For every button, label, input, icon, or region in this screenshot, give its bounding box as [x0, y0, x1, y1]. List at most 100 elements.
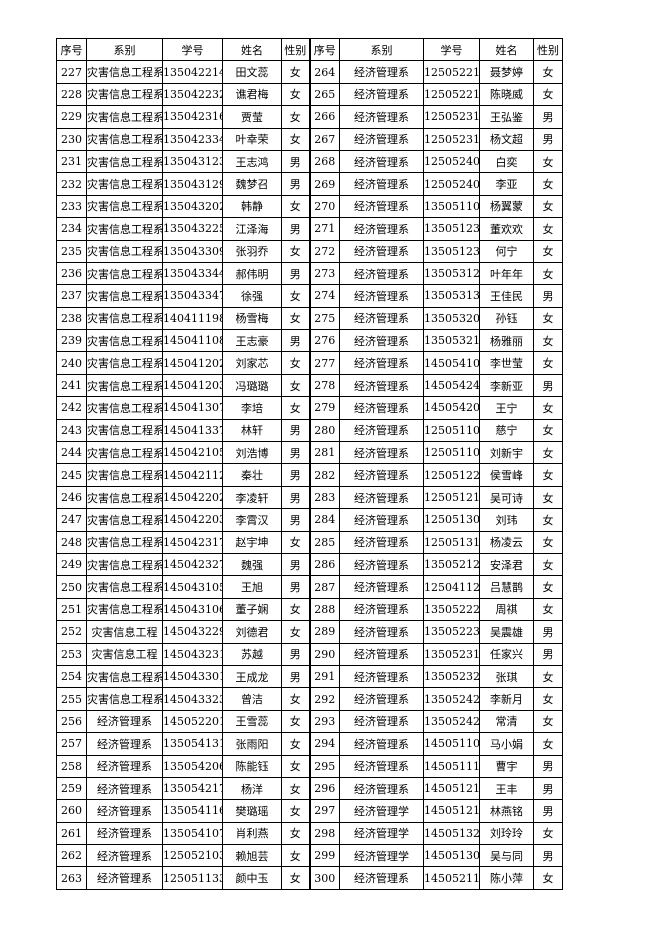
table-cell: 灾害信息工程: [86, 620, 163, 644]
table-cell: 278: [308, 373, 340, 398]
table-cell: 刘浩博: [222, 441, 282, 465]
table-cell: 242: [56, 396, 87, 420]
table-row: 228灾害信息工程系135042232谯君梅女265经济管理系125052210…: [56, 82, 563, 107]
table-cell: 女: [281, 866, 310, 890]
table-cell: 经济管理系: [339, 194, 424, 219]
table-cell: 300: [308, 866, 340, 890]
table-cell: 男: [533, 373, 563, 398]
table-cell: 268: [308, 149, 340, 174]
table-cell: 135042214: [162, 60, 223, 84]
table-cell: 250: [56, 575, 87, 599]
table-cell: 245: [56, 463, 87, 487]
table-cell: 刘家芯: [222, 351, 282, 375]
table-cell: 135043202: [162, 194, 223, 219]
table-cell: 234: [56, 217, 87, 241]
table-cell: 男: [281, 508, 310, 532]
table-cell: 王佳民: [479, 284, 534, 308]
table-cell: 女: [533, 194, 563, 219]
table-row: 252灾害信息工程145043229刘德君女289经济管理系135052231吴…: [56, 620, 563, 644]
table-cell: 男: [281, 172, 310, 196]
table-cell: 275: [308, 306, 340, 331]
table-cell: 李新月: [479, 687, 534, 711]
table-cell: 女: [533, 687, 563, 711]
table-cell: 258: [56, 754, 87, 778]
table-cell: 经济管理系: [86, 732, 163, 756]
table-cell: 267: [308, 127, 340, 151]
table-cell: 经济管理系: [339, 866, 424, 890]
table-cell: 261: [56, 821, 87, 846]
table-cell: 经济管理学: [339, 844, 424, 868]
table-cell: 女: [281, 844, 310, 868]
table-cell: 灾害信息工程系: [86, 575, 163, 599]
table-cell: 田文蕊: [222, 60, 282, 84]
table-cell: 王志鸿: [222, 149, 282, 174]
table-row: 240灾害信息工程系145041202刘家芯女277经济管理系145054107…: [56, 351, 563, 375]
table-cell: 女: [281, 351, 310, 375]
table-cell: 经济管理系: [339, 552, 424, 577]
table-cell: 125051104: [423, 441, 480, 465]
table-cell: 苏越: [222, 642, 282, 666]
table-cell: 灾害信息工程系: [86, 597, 163, 622]
table-cell: 145043106: [162, 597, 223, 622]
table-body: 227灾害信息工程系135042214田文蕊女264经济管理系125052216…: [56, 60, 563, 890]
table-cell: 女: [533, 575, 563, 599]
table-cell: 135052421: [423, 687, 480, 711]
table-cell: 244: [56, 441, 87, 465]
table-cell: 262: [56, 844, 87, 868]
table-row: 250灾害信息工程系145043105王旭男287经济管理系125041126吕…: [56, 575, 563, 599]
table-cell: 女: [281, 776, 310, 801]
header-cell: 姓名: [222, 37, 282, 62]
table-cell: 145054107: [423, 351, 480, 375]
table-cell: 145051216: [423, 776, 480, 801]
table-cell: 145054202: [423, 396, 480, 420]
table-cell: 235: [56, 239, 87, 263]
table-cell: 侯雪峰: [479, 463, 534, 487]
table-cell: 135051231: [423, 217, 480, 241]
table-cell: 145041202: [162, 351, 223, 375]
table-cell: 杨文超: [479, 127, 534, 151]
table-cell: 270: [308, 194, 340, 219]
table-cell: 296: [308, 776, 340, 801]
table-cell: 经济管理系: [339, 284, 424, 308]
table-cell: 白奕: [479, 149, 534, 174]
table-cell: 经济管理系: [339, 239, 424, 263]
table-cell: 经济管理系: [86, 709, 163, 734]
table-cell: 经济管理系: [339, 261, 424, 286]
table-cell: 298: [308, 821, 340, 846]
table-cell: 马小娟: [479, 732, 534, 756]
table-row: 227灾害信息工程系135042214田文蕊女264经济管理系125052216…: [56, 60, 563, 84]
table-cell: 杨雪梅: [222, 306, 282, 331]
table-row: 247灾害信息工程系145042203李霄汉男284经济管理系125051304…: [56, 508, 563, 532]
table-cell: 男: [533, 620, 563, 644]
table-cell: 男: [281, 329, 310, 353]
table-cell: 135054217: [162, 776, 223, 801]
table-cell: 灾害信息工程系: [86, 127, 163, 151]
table-cell: 颜中玉: [222, 866, 282, 890]
table-cell: 陈晓威: [479, 82, 534, 107]
table-cell: 135054131: [162, 732, 223, 756]
table-cell: 男: [281, 217, 310, 241]
table-cell: 125052103: [162, 844, 223, 868]
table-cell: 135054107: [162, 821, 223, 846]
table-cell: 赵宇坤: [222, 530, 282, 554]
table-cell: 女: [281, 620, 310, 644]
table-cell: 145043231: [162, 642, 223, 666]
table-cell: 女: [533, 866, 563, 890]
table-cell: 董子娴: [222, 597, 282, 622]
table-cell: 135053126: [423, 261, 480, 286]
table-cell: 灾害信息工程系: [86, 441, 163, 465]
table-cell: 经济管理系: [339, 620, 424, 644]
header-row: 序号 系别 学号 姓名 性别 序号 系别 学号 姓名 性别: [56, 37, 563, 62]
table-cell: 288: [308, 597, 340, 622]
table-cell: 叶幸荣: [222, 127, 282, 151]
table-cell: 135051237: [423, 239, 480, 263]
table-cell: 灾害信息工程系: [86, 194, 163, 219]
table-row: 263经济管理系125051133颜中玉女300经济管理系145052118陈小…: [56, 866, 563, 890]
table-cell: 杨洋: [222, 776, 282, 801]
table-cell: 女: [533, 530, 563, 554]
table-row: 236灾害信息工程系135043344郝伟明男273经济管理系135053126…: [56, 261, 563, 286]
table-cell: 男: [281, 575, 310, 599]
table-cell: 张羽乔: [222, 239, 282, 263]
table-cell: 经济管理系: [339, 754, 424, 778]
table-cell: 男: [281, 642, 310, 666]
